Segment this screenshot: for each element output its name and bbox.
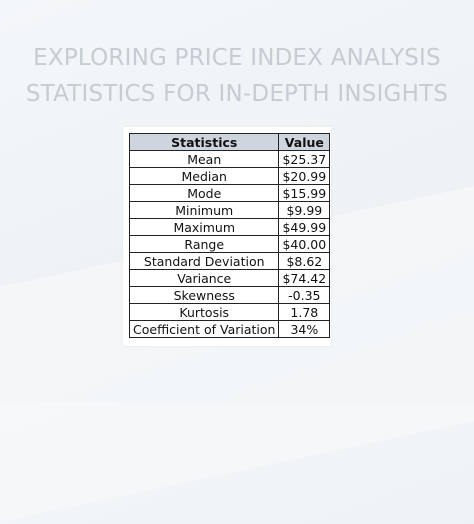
stat-name-cell: Coefficient of Variation	[128, 320, 280, 338]
table-row: Range $40.00	[128, 235, 331, 253]
table-row: Variance $74.42	[128, 269, 331, 287]
stat-value-cell: $74.42	[278, 269, 331, 287]
stat-name-cell: Minimum	[128, 201, 280, 219]
table-row: Minimum $9.99	[128, 201, 331, 219]
header-statistics: Statistics	[128, 133, 280, 151]
table-row: Mode $15.99	[128, 184, 331, 202]
stat-name-cell: Skewness	[128, 286, 280, 304]
stat-name-cell: Mode	[128, 184, 280, 202]
table-row: Maximum $49.99	[128, 218, 331, 236]
stat-value-cell: $49.99	[278, 218, 331, 236]
stat-value-cell: 1.78	[278, 303, 331, 321]
statistics-sheet: Statistics Value Mean $25.37 Median $20.…	[123, 127, 331, 346]
stat-value-cell: $40.00	[278, 235, 331, 253]
page-title: EXPLORING PRICE INDEX ANALYSIS STATISTIC…	[0, 40, 474, 112]
title-line-1: EXPLORING PRICE INDEX ANALYSIS	[33, 45, 441, 71]
statistics-table: Statistics Value Mean $25.37 Median $20.…	[128, 133, 331, 338]
table-row: Median $20.99	[128, 167, 331, 185]
stat-value-cell: $25.37	[278, 150, 331, 168]
stat-name-cell: Variance	[128, 269, 280, 287]
stat-value-cell: -0.35	[278, 286, 331, 304]
table-header-row: Statistics Value	[128, 133, 331, 151]
table-row: Kurtosis 1.78	[128, 303, 331, 321]
table-row: Mean $25.37	[128, 150, 331, 168]
stat-value-cell: $8.62	[278, 252, 331, 270]
stat-name-cell: Median	[128, 167, 280, 185]
stat-name-cell: Kurtosis	[128, 303, 280, 321]
table-row: Skewness -0.35	[128, 286, 331, 304]
stat-name-cell: Mean	[128, 150, 280, 168]
stat-name-cell: Maximum	[128, 218, 280, 236]
stat-value-cell: $9.99	[278, 201, 331, 219]
table-row: Standard Deviation $8.62	[128, 252, 331, 270]
stat-name-cell: Range	[128, 235, 280, 253]
stat-name-cell: Standard Deviation	[128, 252, 280, 270]
stat-value-cell: $15.99	[278, 184, 331, 202]
stat-value-cell: 34%	[278, 320, 331, 338]
header-value: Value	[278, 133, 331, 151]
table-row: Coefficient of Variation 34%	[128, 320, 331, 338]
title-line-2: STATISTICS FOR IN-DEPTH INSIGHTS	[25, 81, 449, 107]
stat-value-cell: $20.99	[278, 167, 331, 185]
